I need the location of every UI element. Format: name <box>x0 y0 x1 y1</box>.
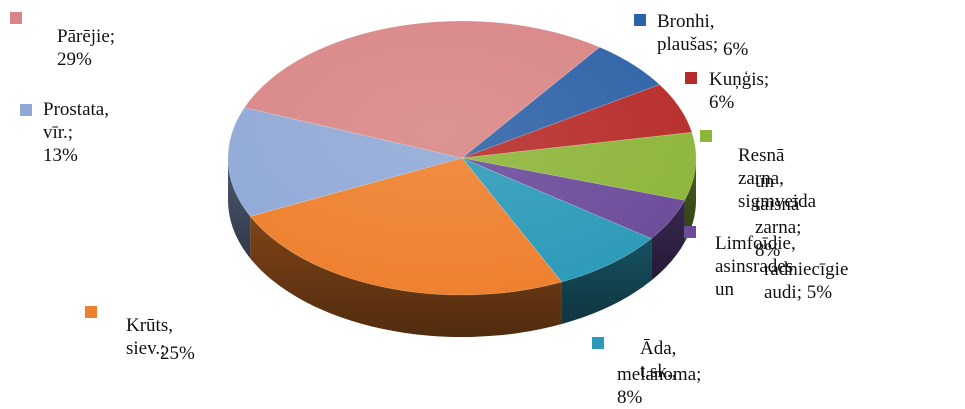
pie-slice-side-shade-4 <box>561 238 652 324</box>
legend-swatch-0 <box>634 14 646 26</box>
pie-slice-side-shade-2 <box>684 158 696 243</box>
slice-label-text: 6% <box>723 39 749 60</box>
pie-slice-side-shade-3 <box>651 200 685 281</box>
legend-swatch-7 <box>10 12 22 24</box>
slice-label-text: Pārējie; 29% <box>57 26 116 70</box>
pie-chart: Bronhi, plaušas; 6% Kuņģis; 6% Resnā zarna,… <box>10 11 849 408</box>
slice-label-text: 25% <box>160 343 195 364</box>
slice-label-text: Limfoīdie, asinsrades un <box>715 233 796 300</box>
legend-swatch-2 <box>700 130 712 142</box>
slice-label-text: Prostata, vīr.; 13% <box>43 99 109 166</box>
legend-swatch-6 <box>20 104 32 116</box>
legend-swatch-4 <box>592 337 604 349</box>
pie-slice-side-shade-5 <box>250 216 562 337</box>
slice-label-text: Kuņģis; 6% <box>709 69 770 113</box>
pie-slice-side-shade-6 <box>228 158 251 259</box>
slice-label-text: Bronhi, plaušas; <box>657 11 719 55</box>
slice-label-text: Krūts, siev.; <box>126 315 173 359</box>
pie-top-sheen <box>228 21 696 295</box>
legend-swatch-1 <box>685 72 697 84</box>
slice-label-text: radniecīgie audi; 5% <box>764 259 849 303</box>
slice-label-text: melanoma; 8% <box>617 364 702 408</box>
legend-swatch-5 <box>85 306 97 318</box>
slice-label-text: un taisnā zarna; 8% <box>755 171 802 261</box>
slice-label-text: Āda, t.sk., <box>640 338 677 382</box>
pie-chart-plot <box>227 20 697 337</box>
slice-label-text: Resnā zarna, sigmveida <box>738 145 817 212</box>
legend-swatch-3 <box>684 226 696 238</box>
